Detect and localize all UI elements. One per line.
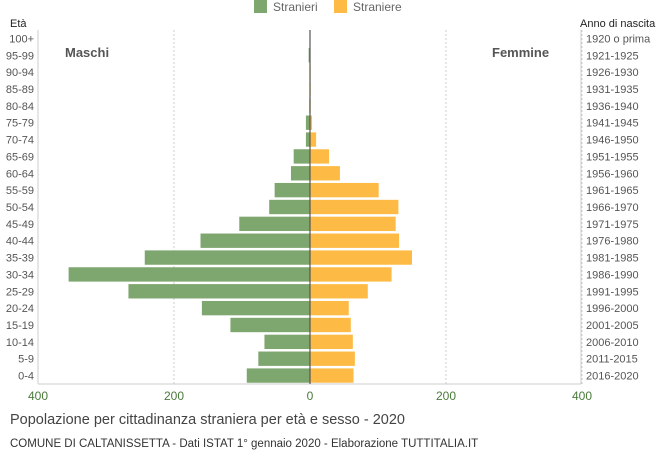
age-label: 40-44 — [6, 236, 34, 248]
bar-female-15-19 — [310, 317, 351, 333]
age-label: 70-74 — [6, 135, 34, 147]
bar-male-5-9 — [258, 351, 310, 366]
birth-year-label: 2001-2005 — [586, 320, 639, 332]
bar-male-65-69 — [293, 149, 310, 164]
birth-year-label: 1941-1945 — [586, 118, 639, 130]
birth-year-label: 1996-2000 — [586, 303, 639, 315]
bar-male-60-64 — [290, 166, 310, 181]
bar-male-10-14 — [264, 334, 310, 350]
bar-female-55-59 — [310, 182, 379, 198]
bar-female-75-79 — [310, 115, 313, 130]
birth-year-label: 1921-1925 — [586, 50, 639, 62]
age-label: 45-49 — [6, 219, 34, 231]
birth-year-label: 1991-1995 — [586, 286, 639, 298]
age-label: 65-69 — [6, 151, 34, 163]
x-tick-label: 400 — [28, 389, 48, 403]
legend-swatch-straniere — [334, 0, 347, 13]
bars — [68, 30, 412, 384]
bar-female-5-9 — [310, 351, 355, 366]
age-label: 20-24 — [6, 303, 34, 315]
bar-female-35-39 — [310, 250, 412, 265]
x-tick-label: 0 — [307, 389, 314, 403]
bar-female-40-44 — [310, 233, 400, 248]
chart-title: Popolazione per cittadinanza straniera p… — [10, 412, 405, 428]
bar-male-45-49 — [239, 216, 310, 232]
birth-year-label: 1986-1990 — [586, 269, 639, 281]
bar-female-70-74 — [310, 132, 317, 147]
bar-male-0-4 — [246, 368, 310, 383]
age-label: 15-19 — [6, 320, 34, 332]
age-label: 55-59 — [6, 185, 34, 197]
bar-male-40-44 — [200, 233, 310, 248]
bar-male-55-59 — [274, 182, 310, 198]
legend-label-straniere: Straniere — [353, 0, 402, 14]
bar-male-30-34 — [68, 267, 310, 282]
age-label: 95-99 — [6, 50, 34, 62]
age-label: 50-54 — [6, 202, 34, 214]
birth-year-label: 1926-1930 — [586, 67, 639, 79]
age-label: 80-84 — [6, 101, 34, 113]
birth-year-label: 1966-1970 — [586, 202, 639, 214]
birth-year-label: 1976-1980 — [586, 236, 639, 248]
bar-female-25-29 — [310, 284, 368, 299]
birth-year-label: 1981-1985 — [586, 253, 639, 265]
bar-female-0-4 — [310, 368, 354, 383]
age-label: 85-89 — [6, 84, 34, 96]
bar-male-20-24 — [201, 300, 310, 316]
bar-male-35-39 — [144, 250, 310, 265]
bar-female-10-14 — [310, 334, 353, 350]
birth-year-label: 2011-2015 — [586, 354, 638, 366]
birth-year-label: 1936-1940 — [586, 101, 639, 113]
birth-year-label: 2016-2020 — [586, 371, 639, 383]
age-label: 35-39 — [6, 253, 34, 265]
age-label: 75-79 — [6, 118, 34, 130]
right-side-label: Femmine — [492, 45, 549, 60]
bar-female-60-64 — [310, 166, 340, 181]
legend-label-stranieri: Stranieri — [273, 0, 318, 14]
birth-year-label: 1920 o prima — [586, 33, 651, 45]
chart-subtitle: COMUNE DI CALTANISSETTA - Dati ISTAT 1° … — [10, 438, 478, 450]
left-side-label: Maschi — [65, 45, 109, 60]
age-label: 90-94 — [6, 67, 34, 79]
birth-year-label: 1956-1960 — [586, 168, 639, 180]
age-label: 0-4 — [18, 371, 34, 383]
age-label: 5-9 — [18, 354, 34, 366]
bar-female-65-69 — [310, 149, 330, 164]
bar-female-20-24 — [310, 300, 349, 316]
age-label: 10-14 — [6, 337, 34, 349]
x-tick-label: 200 — [436, 389, 456, 403]
bar-male-15-19 — [230, 317, 310, 333]
age-label: 100+ — [9, 33, 34, 45]
age-label: 30-34 — [6, 269, 34, 281]
birth-year-label: 2006-2010 — [586, 337, 639, 349]
right-axis-title: Anno di nascita — [580, 18, 656, 30]
age-label: 25-29 — [6, 286, 34, 298]
legend: Stranieri Straniere — [254, 0, 402, 14]
category-labels: 100+ 1920 o prima 95-99 1921-1925 90-94 1926-… — [6, 33, 651, 382]
age-label: 60-64 — [6, 168, 34, 180]
bar-male-70-74 — [305, 132, 310, 147]
birth-year-label: 1931-1935 — [586, 84, 639, 96]
x-tick-label: 400 — [572, 389, 592, 403]
birth-year-label: 1951-1955 — [586, 151, 639, 163]
birth-year-label: 1971-1975 — [586, 219, 639, 231]
bar-male-75-79 — [305, 115, 310, 130]
left-axis-title: Età — [10, 18, 27, 30]
legend-swatch-stranieri — [254, 0, 267, 13]
x-tick-label: 200 — [164, 389, 184, 403]
bar-male-25-29 — [128, 284, 310, 299]
bar-female-45-49 — [310, 216, 396, 232]
bar-female-30-34 — [310, 267, 392, 282]
birth-year-label: 1961-1965 — [586, 185, 639, 197]
birth-year-label: 1946-1950 — [586, 135, 639, 147]
bar-male-95-99 — [308, 48, 310, 63]
bar-female-50-54 — [310, 199, 399, 215]
x-tick-labels: 400 200 0 200 400 — [28, 389, 592, 403]
bar-male-50-54 — [269, 199, 310, 215]
